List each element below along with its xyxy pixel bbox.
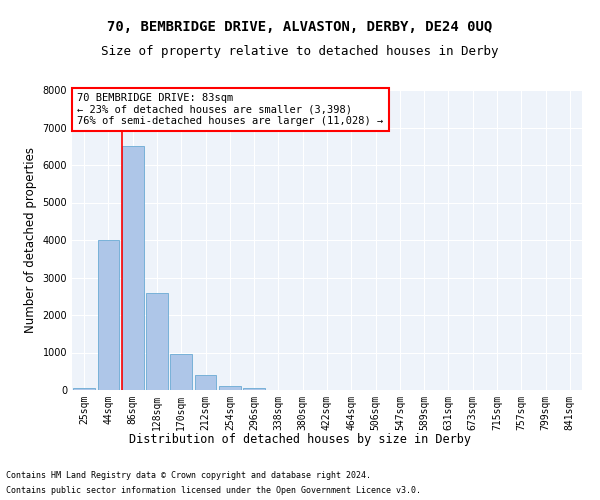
Bar (73, 388, 95, 390)
Text: Contains HM Land Registry data © Crown copyright and database right 2024.: Contains HM Land Registry data © Crown c… (6, 471, 371, 480)
Bar (194, 375, 217, 390)
Text: 70, BEMBRIDGE DRIVE, ALVASTON, DERBY, DE24 0UQ: 70, BEMBRIDGE DRIVE, ALVASTON, DERBY, DE… (107, 20, 493, 34)
Text: Size of property relative to detached houses in Derby: Size of property relative to detached ho… (101, 45, 499, 58)
Text: 70 BEMBRIDGE DRIVE: 83sqm
← 23% of detached houses are smaller (3,398)
76% of se: 70 BEMBRIDGE DRIVE: 83sqm ← 23% of detac… (77, 93, 383, 126)
Bar (146, 292, 168, 390)
Bar (122, 146, 143, 390)
Bar (243, 388, 265, 390)
Bar (97, 240, 119, 390)
Text: Distribution of detached houses by size in Derby: Distribution of detached houses by size … (129, 432, 471, 446)
Text: Contains public sector information licensed under the Open Government Licence v3: Contains public sector information licen… (6, 486, 421, 495)
Y-axis label: Number of detached properties: Number of detached properties (24, 147, 37, 333)
Bar (219, 386, 241, 390)
Bar (170, 354, 192, 390)
